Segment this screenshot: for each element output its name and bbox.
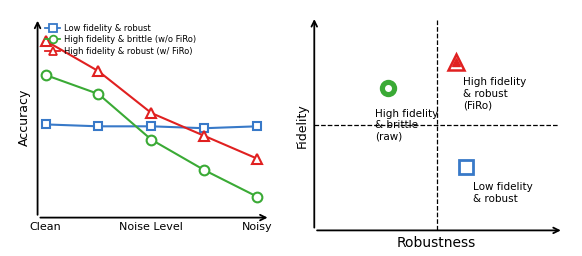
- Text: Low fidelity
& robust: Low fidelity & robust: [473, 182, 533, 204]
- X-axis label: Robustness: Robustness: [397, 236, 476, 250]
- Text: High fidelity
& brittle
(raw): High fidelity & brittle (raw): [375, 109, 439, 142]
- Y-axis label: Fidelity: Fidelity: [296, 103, 308, 148]
- Y-axis label: Accuracy: Accuracy: [18, 89, 31, 146]
- Legend: Low fidelity & robust, High fidelity & brittle (w/o FiRo), High fidelity & robus: Low fidelity & robust, High fidelity & b…: [44, 22, 197, 57]
- Text: High fidelity
& robust
(FiRo): High fidelity & robust (FiRo): [463, 77, 527, 110]
